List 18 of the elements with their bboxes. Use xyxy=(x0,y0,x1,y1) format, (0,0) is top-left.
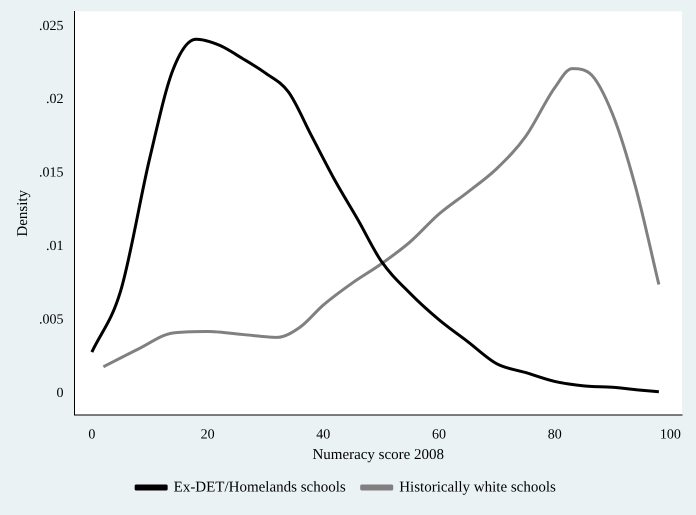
line-series xyxy=(102,67,660,368)
y-tick-label: .01 xyxy=(46,239,64,254)
line-series xyxy=(90,38,660,394)
legend-label: Historically white schools xyxy=(399,479,556,496)
y-tick-label: .015 xyxy=(39,166,64,181)
y-axis-title: Density xyxy=(14,189,31,237)
x-tick-label: 80 xyxy=(548,427,562,442)
y-tick-label: .02 xyxy=(46,92,64,108)
y-tick-label: .005 xyxy=(39,312,64,328)
legend-label: Ex-DET/Homelands schools xyxy=(174,479,346,496)
x-tick-label: 60 xyxy=(432,427,446,442)
x-tick-label: 0 xyxy=(88,427,96,442)
x-tick-label: 100 xyxy=(660,427,681,442)
x-tick-label: 20 xyxy=(200,427,215,442)
x-tick-label: 40 xyxy=(316,427,330,442)
y-tick-label: 0 xyxy=(56,386,64,401)
y-tick-label: .025 xyxy=(39,18,64,34)
x-axis-title: Numeracy score 2008 xyxy=(312,446,444,463)
